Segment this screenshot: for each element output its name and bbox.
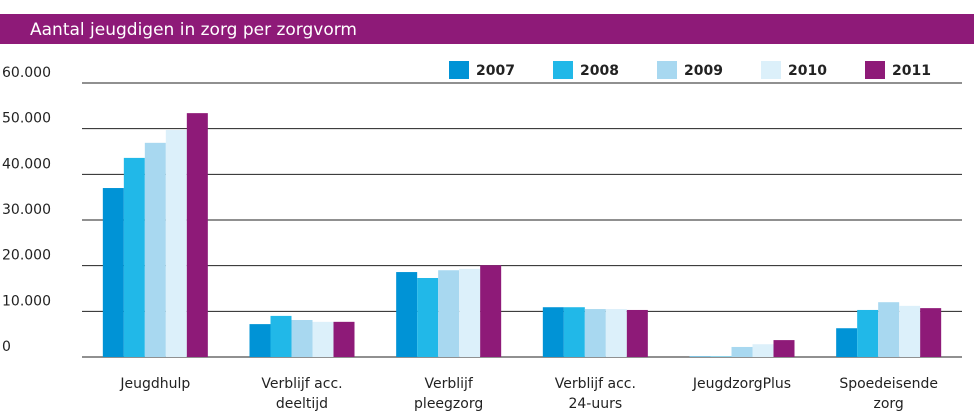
- bar: [459, 268, 481, 357]
- bar: [584, 309, 606, 357]
- y-tick-label: 20.000: [2, 248, 51, 264]
- chart-title: Aantal jeugdigen in zorg per zorgvorm: [30, 20, 357, 40]
- x-tick-label: JeugdzorgPlus: [692, 376, 792, 392]
- bar: [417, 277, 439, 357]
- bar: [291, 320, 313, 357]
- bar: [563, 307, 585, 357]
- bar: [920, 308, 942, 357]
- x-tick-label: Verblijf pleegzorg: [414, 376, 484, 412]
- y-tick-label: 0: [2, 339, 11, 355]
- bar: [878, 302, 900, 357]
- bar: [857, 309, 879, 357]
- bar: [752, 344, 774, 357]
- legend-label: 2011: [892, 63, 931, 79]
- bar: [312, 321, 334, 357]
- bar: [899, 305, 921, 357]
- title-bar: [0, 14, 974, 44]
- legend-swatch: [553, 61, 573, 79]
- bar: [480, 265, 502, 357]
- bar: [542, 307, 564, 357]
- bar: [773, 340, 795, 357]
- legend-swatch: [761, 61, 781, 79]
- legend-label: 2010: [788, 63, 827, 79]
- bar: [731, 346, 753, 357]
- y-tick-label: 50.000: [2, 111, 51, 127]
- y-tick-label: 40.000: [2, 156, 51, 172]
- bar: [836, 328, 858, 357]
- x-tick-label: Verblijf acc. deeltijd: [261, 376, 343, 412]
- bar: [605, 309, 627, 357]
- legend-label: 2007: [476, 63, 515, 79]
- y-tick-label: 30.000: [2, 202, 51, 218]
- bar: [270, 315, 292, 357]
- bar: [123, 157, 145, 357]
- legend-swatch: [657, 61, 677, 79]
- x-tick-label: Jeugdhulp: [120, 376, 191, 392]
- bar: [144, 142, 166, 357]
- y-tick-label: 10.000: [2, 293, 51, 309]
- legend-label: 2009: [684, 63, 723, 79]
- x-tick-label: Verblijf acc. 24-uurs: [554, 376, 636, 412]
- bar: [249, 324, 271, 357]
- y-tick-label: 60.000: [2, 65, 51, 81]
- x-tick-label: Spoedeisende zorg: [839, 376, 938, 412]
- bar: [396, 272, 418, 357]
- legend-label: 2008: [580, 63, 619, 79]
- legend-swatch: [865, 61, 885, 79]
- bar: [626, 309, 648, 357]
- bar: [438, 270, 460, 357]
- bar: [102, 188, 124, 357]
- bar: [165, 130, 187, 357]
- bar: [333, 321, 355, 357]
- bar: [186, 113, 208, 357]
- legend-swatch: [449, 61, 469, 79]
